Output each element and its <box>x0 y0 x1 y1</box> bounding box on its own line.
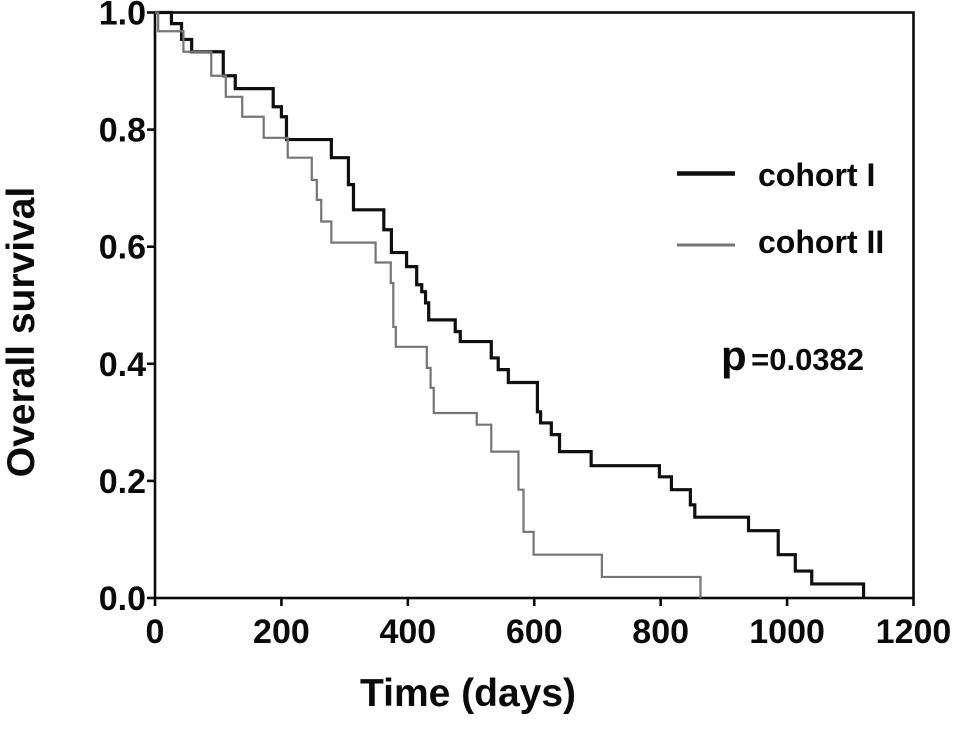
plot-frame <box>153 11 915 600</box>
x-axis-tick-labels: 0 200 400 600 800 1000 1200 <box>146 613 952 651</box>
x-tick-label-1: 200 <box>253 613 310 651</box>
p-value-annotation: p =0.0382 <box>721 332 864 379</box>
y-axis-tick-labels: 0.0 0.2 0.4 0.6 0.8 1.0 <box>99 0 146 618</box>
y-tick-label-4: 0.8 <box>99 112 146 150</box>
x-tick-label-6: 1200 <box>876 613 952 651</box>
x-tick-label-3: 600 <box>506 613 563 651</box>
y-axis-title: Overall survival <box>0 187 43 478</box>
legend-label-cohort-ii: cohort II <box>758 224 884 260</box>
p-value-text: =0.0382 <box>751 342 864 377</box>
y-tick-label-1: 0.2 <box>99 463 146 501</box>
tick-marks <box>147 11 915 606</box>
y-tick-label-3: 0.6 <box>99 229 146 267</box>
legend-label-cohort-i: cohort I <box>758 157 875 193</box>
curve-cohort-i <box>155 10 866 598</box>
y-tick-label-0: 0.0 <box>99 580 146 618</box>
x-tick-label-0: 0 <box>146 613 165 651</box>
x-tick-label-4: 800 <box>632 613 689 651</box>
y-tick-label-2: 0.4 <box>99 346 146 384</box>
y-tick-label-5: 1.0 <box>99 0 146 33</box>
x-tick-label-5: 1000 <box>749 613 825 651</box>
curve-cohort-ii <box>155 11 702 598</box>
x-tick-label-2: 400 <box>379 613 436 651</box>
legend: cohort I cohort II <box>677 157 884 260</box>
p-value-prefix: p <box>721 332 747 379</box>
x-axis-title: Time (days) <box>360 672 576 715</box>
